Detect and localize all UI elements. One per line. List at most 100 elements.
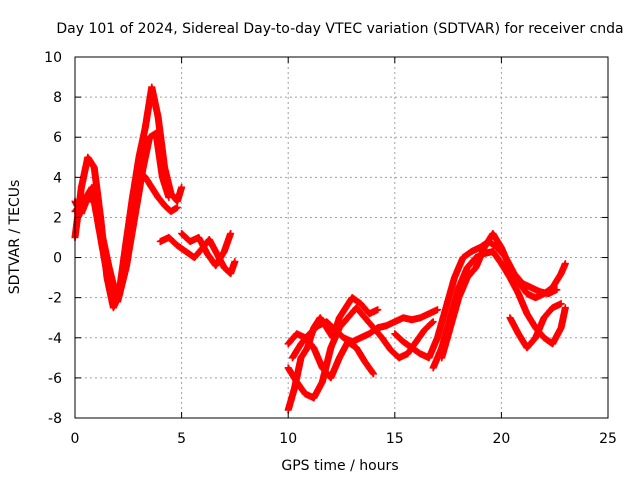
data-trace-markers <box>349 294 364 307</box>
data-trace-markers <box>549 325 565 347</box>
data-trace-markers <box>174 184 185 204</box>
data-trace-markers <box>438 325 454 361</box>
data-trace-markers <box>97 225 113 270</box>
data-trace-markers <box>392 331 406 345</box>
data-trace-markers <box>285 385 298 413</box>
data-trace-markers <box>140 134 153 170</box>
data-trace-markers <box>122 195 136 244</box>
data-trace-markers <box>159 174 172 200</box>
data-trace-markers <box>366 306 381 317</box>
data-trace-markers <box>362 315 377 331</box>
y-tick-label: 10 <box>44 50 62 66</box>
data-trace-markers <box>464 255 479 271</box>
data-trace-markers <box>336 305 349 321</box>
data-trace-markers <box>154 114 168 170</box>
data-trace-markers <box>285 331 300 347</box>
data-trace-markers <box>507 275 522 297</box>
data-trace-markers <box>323 319 338 333</box>
y-tick-label: 4 <box>53 170 62 186</box>
data-trace-markers <box>533 290 547 301</box>
data-series <box>71 83 569 414</box>
data-trace-markers <box>515 279 530 297</box>
data-trace-markers <box>358 301 372 317</box>
data-trace-markers <box>362 359 377 377</box>
x-tick-label: 10 <box>279 431 297 447</box>
data-trace-markers <box>460 248 475 261</box>
series-pass-f <box>284 294 382 414</box>
data-trace-markers <box>434 305 450 341</box>
data-trace-markers <box>498 245 513 270</box>
data-trace-markers <box>195 235 211 256</box>
series-pass-m <box>506 300 565 352</box>
data-trace-markers <box>72 198 87 214</box>
data-trace-markers <box>409 345 423 357</box>
y-tick-label: 8 <box>53 90 62 106</box>
data-trace-markers <box>400 339 415 351</box>
data-trace-markers <box>353 345 368 365</box>
y-tick-label: 0 <box>53 251 62 267</box>
series-pass-l <box>438 229 569 362</box>
data-trace-markers <box>557 305 569 331</box>
axis-ticks: 0 5 10 15 20 25 -8 -6 -4 -2 0 2 4 6 8 10 <box>44 50 617 447</box>
data-trace-markers <box>129 169 143 200</box>
y-tick-label: 6 <box>53 130 62 146</box>
data-trace-markers <box>366 324 381 337</box>
data-trace-markers <box>327 355 343 381</box>
data-trace-markers <box>498 261 513 281</box>
chart-title: Day 101 of 2024, Sidereal Day-to-day VTE… <box>56 21 623 37</box>
data-trace-markers <box>306 323 321 337</box>
data-trace-markers <box>349 334 364 345</box>
data-trace-markers <box>472 245 488 270</box>
data-trace-markers <box>285 365 300 385</box>
data-trace-markers <box>532 315 548 341</box>
data-trace-markers <box>310 345 326 371</box>
data-trace-markers <box>298 331 313 347</box>
data-trace-markers <box>174 242 189 255</box>
y-tick-label: 2 <box>53 210 62 226</box>
data-trace-markers <box>122 215 138 270</box>
data-trace-markers <box>455 265 471 291</box>
data-trace-markers <box>358 330 372 341</box>
data-trace-markers <box>319 345 335 385</box>
data-trace-markers <box>206 237 221 258</box>
data-trace-markers <box>447 295 462 331</box>
data-trace-markers <box>413 327 428 345</box>
data-trace-markers <box>507 265 522 285</box>
data-trace-markers <box>298 345 311 361</box>
plot-frame <box>74 56 609 419</box>
data-trace-markers <box>442 275 458 311</box>
data-trace-markers <box>227 259 238 276</box>
data-trace-markers <box>353 305 368 321</box>
data-trace-markers <box>422 319 436 333</box>
data-trace-markers <box>464 265 479 281</box>
x-tick-label: 5 <box>177 431 186 447</box>
data-trace-markers <box>515 291 530 317</box>
data-trace-markers <box>166 234 180 249</box>
y-tick-label: -8 <box>48 411 62 427</box>
series-pass-h <box>284 304 437 402</box>
data-trace-markers <box>379 335 394 353</box>
data-trace-markers <box>418 310 432 321</box>
data-trace-markers <box>541 305 556 321</box>
x-tick-label: 25 <box>599 431 617 447</box>
data-trace-markers <box>88 185 104 230</box>
data-trace-markers <box>541 284 556 297</box>
data-trace-markers <box>114 265 130 304</box>
data-trace-markers <box>507 315 522 337</box>
data-trace-markers <box>142 174 155 190</box>
data-trace-markers <box>221 231 234 254</box>
y-axis-title: SDTVAR / TECUs <box>7 180 23 295</box>
series-pass-e <box>178 229 235 270</box>
data-trace-markers <box>383 318 398 329</box>
data-trace-markers <box>524 311 539 331</box>
data-trace-markers <box>155 194 168 208</box>
data-trace-markers <box>191 244 206 261</box>
data-trace-markers <box>336 315 351 331</box>
data-trace-markers <box>152 130 166 180</box>
y-tick-label: -4 <box>48 331 62 347</box>
data-trace-markers <box>293 379 309 397</box>
x-axis-title: GPS time / hours <box>281 458 398 474</box>
x-tick-label: 0 <box>71 431 80 447</box>
data-trace-markers <box>289 341 304 361</box>
data-trace-markers <box>455 275 471 301</box>
